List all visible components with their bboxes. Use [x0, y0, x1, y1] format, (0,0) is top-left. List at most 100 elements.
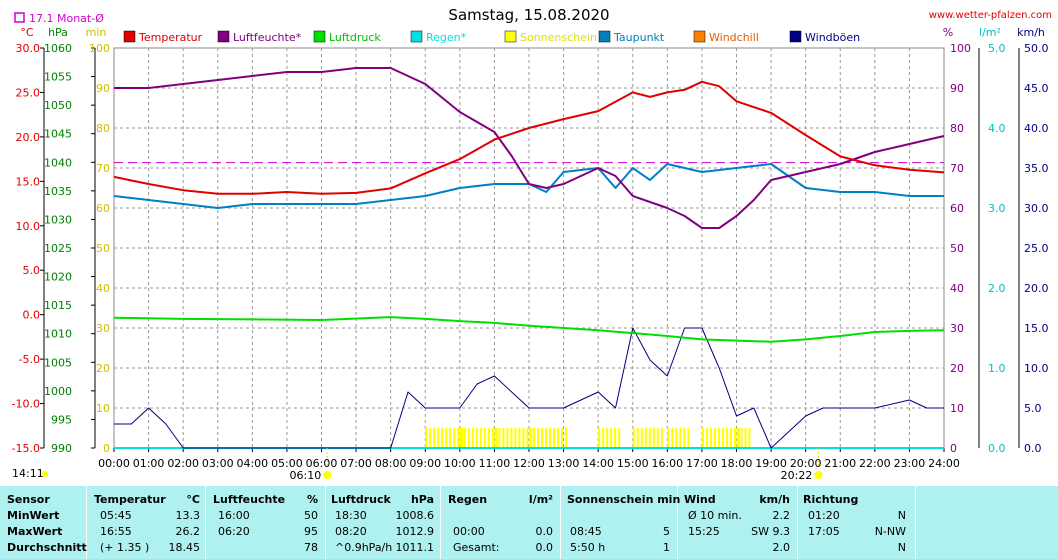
temp-tick-label: 25.0 — [16, 86, 41, 99]
sunshine-bar — [618, 428, 621, 448]
row-label: MaxWert — [7, 525, 63, 538]
x-tick-label: 20:00 — [790, 457, 822, 470]
sunshine-bar — [565, 428, 567, 448]
humidity-tick-label: 20 — [950, 362, 964, 375]
sunshine-bar — [679, 428, 682, 448]
wind-tick-label: 45.0 — [1024, 82, 1049, 95]
hum-time: 06:20 — [218, 525, 250, 538]
sunshine-bar — [632, 428, 635, 448]
rain-tick-label: 0.0 — [988, 442, 1006, 455]
humidity-tick-label: 40 — [950, 282, 964, 295]
sunshine-bar — [498, 428, 501, 448]
month-avg-label: 17.1 Monat-Ø — [29, 12, 104, 25]
dir-value: N-NW — [874, 525, 906, 538]
hum-value: 95 — [304, 525, 318, 538]
sunshine-bar — [530, 428, 533, 448]
unit-right-1: l/m² — [979, 26, 1001, 39]
pressure-tick-label: 1010 — [44, 328, 72, 341]
pressure-tick-label: 1060 — [44, 42, 72, 55]
humidity-tick-label: 100 — [950, 42, 971, 55]
rain-tick-label: 2.0 — [988, 282, 1006, 295]
sunshine-bar — [687, 428, 690, 448]
sunshine-bar — [636, 428, 639, 448]
month-avg-swatch — [14, 12, 25, 23]
rain-value: 0.0 — [535, 525, 554, 538]
sunshine-bar — [449, 428, 452, 448]
sunshine-bar — [602, 428, 605, 448]
legend-label: Taupunkt — [613, 31, 665, 44]
wind-value: 2.0 — [772, 541, 791, 554]
legend-swatch — [693, 30, 706, 43]
sunshine-bar — [610, 428, 613, 448]
sunshine-bar — [598, 428, 601, 448]
wind-tick-label: 10.0 — [1024, 362, 1049, 375]
press-time: ^0.9hPa/h — [335, 541, 393, 554]
pressure-tick-label: 1030 — [44, 213, 72, 226]
legend-swatch — [217, 30, 230, 43]
current-time-icon — [42, 471, 48, 477]
x-tick-label: 14:00 — [582, 457, 614, 470]
sunshine-bar — [475, 428, 478, 448]
header-wind: Wind — [684, 493, 716, 506]
humidity-tick-label: 50 — [950, 242, 964, 255]
wind-time: Ø 10 min. — [688, 509, 742, 522]
series-layer — [113, 67, 945, 468]
sunshine-bar — [425, 428, 428, 448]
press-time: 18:30 — [335, 509, 367, 522]
chart-title: Samstag, 15.08.2020 — [448, 6, 609, 24]
temp-tick-label: -15.0 — [12, 442, 40, 455]
temp-time: 05:45 — [100, 509, 132, 522]
legend-label: Luftdruck — [329, 31, 381, 44]
sunshine-bar — [445, 428, 448, 448]
humidity-tick-label: 60 — [950, 202, 964, 215]
header-hum: Luftfeuchte — [213, 493, 286, 506]
text-layer: 30.0 25.0 20.0 15.0 10.0 5.0 0.0 -5.0 -10.0 -15.0… — [12, 6, 1052, 482]
legend-swatch — [123, 30, 136, 43]
sunshine-bar — [667, 428, 670, 448]
x-tick-label: 24:00 — [928, 457, 960, 470]
humidity-tick-label: 90 — [950, 82, 964, 95]
temp-tick-label: -10.0 — [12, 398, 40, 411]
x-tick-label: 19:00 — [755, 457, 787, 470]
temp-tick-label: 15.0 — [16, 175, 41, 188]
x-tick-label: 07:00 — [340, 457, 372, 470]
legend-label: Temperatur — [138, 31, 203, 44]
minutes-tick-label: 100 — [89, 42, 110, 55]
unit-right-2: km/h — [1017, 26, 1045, 39]
pressure-tick-label: 1040 — [44, 156, 72, 169]
sunshine-bar — [557, 428, 559, 448]
unit-left-2: min — [86, 26, 107, 39]
weather-chart: 30.0 25.0 20.0 15.0 10.0 5.0 0.0 -5.0 -10.0 -15.0… — [12, 6, 1052, 482]
sunshine-bar — [606, 428, 609, 448]
table-divider — [86, 486, 87, 559]
header-press-unit: hPa — [410, 493, 434, 506]
minutes-tick-label: 50 — [96, 242, 110, 255]
legend-swatch — [598, 30, 611, 43]
sunshine-bar — [529, 428, 531, 448]
sunshine-bar — [541, 428, 543, 448]
sunshine-bar — [675, 428, 678, 448]
header-temp-unit: °C — [186, 493, 200, 506]
legend-label: Sonnenschein — [520, 31, 597, 44]
pressure-tick-label: 1035 — [44, 185, 72, 198]
rain-time: Gesamt: — [453, 541, 500, 554]
table-divider — [677, 486, 678, 559]
header-sun: Sonnenschein min — [567, 493, 681, 506]
temp-tick-label: 10.0 — [16, 220, 41, 233]
pressure-tick-label: 1020 — [44, 271, 72, 284]
humidity-tick-label: 70 — [950, 162, 964, 175]
sunshine-bar — [737, 428, 740, 448]
wind-tick-label: 20.0 — [1024, 282, 1049, 295]
sunshine-bar — [461, 428, 464, 448]
sunshine-bar — [701, 428, 704, 448]
pressure-tick-label: 1045 — [44, 128, 72, 141]
legend-label: Windböen — [805, 31, 860, 44]
website-label: www.wetter-pfalzen.com — [929, 10, 1052, 21]
temp-value: 18.45 — [168, 541, 201, 554]
minutes-tick-label: 20 — [96, 362, 110, 375]
humidity-tick-label: 30 — [950, 322, 964, 335]
minutes-tick-label: 30 — [96, 322, 110, 335]
sunshine-bar — [506, 428, 509, 448]
sunshine-bar — [717, 428, 720, 448]
legend-label: Regen* — [426, 31, 467, 44]
